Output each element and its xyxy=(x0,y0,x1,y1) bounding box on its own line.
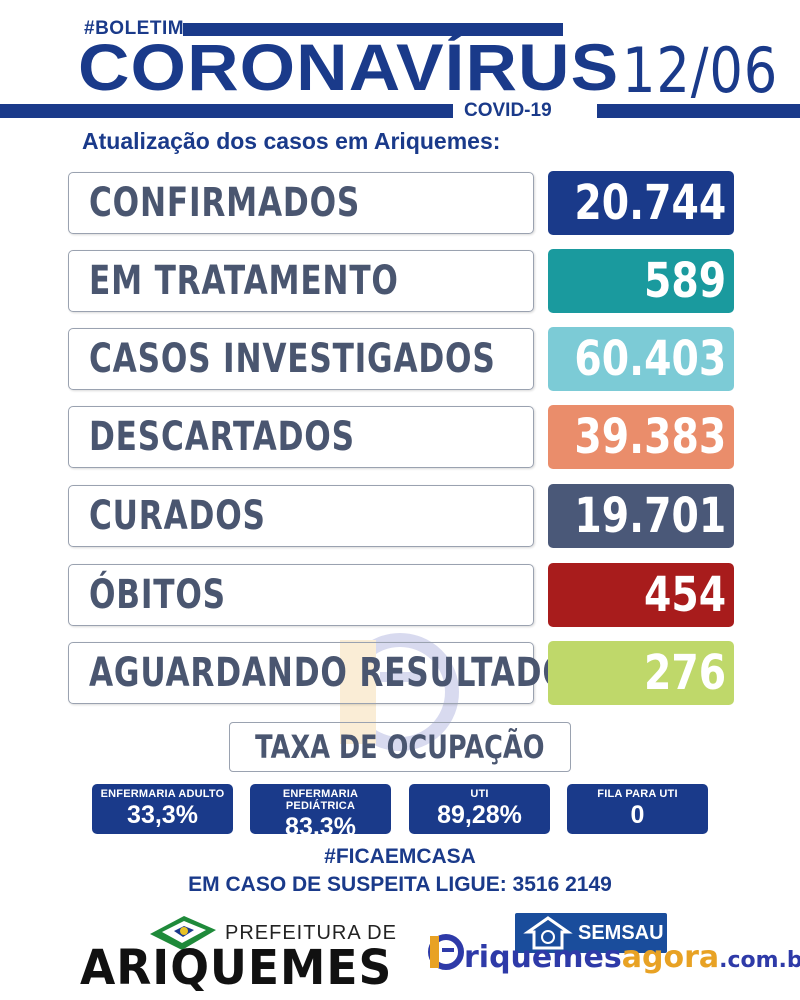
header-bar-top xyxy=(183,23,563,36)
stat-value-descartados: 39.383 xyxy=(548,405,734,469)
ariquemesagora-logo-icon xyxy=(428,934,464,970)
occupancy-card-enfermaria-pediatrica: ENFERMARIA PEDIÁTRICA 83,3% xyxy=(250,784,391,841)
occupancy-value: 89,28% xyxy=(437,801,522,829)
page-subtitle: Atualização dos casos em Ariquemes: xyxy=(82,128,501,154)
stat-value-aguardando-resultado: 276 xyxy=(548,641,734,705)
occupancy-label: FILA PARA UTI xyxy=(597,788,678,800)
occupancy-label: ENFERMARIA ADULTO xyxy=(100,788,225,800)
occupancy-value: 33,3% xyxy=(127,801,198,829)
occupancy-value: 0 xyxy=(630,801,645,829)
occupancy-label: ENFERMARIA PEDIÁTRICA xyxy=(282,788,359,812)
stat-label-em-tratamento: EM TRATAMENTO xyxy=(68,250,534,312)
page-title: CORONAVÍRUS xyxy=(78,30,620,104)
occupancy-value: 83,3% xyxy=(285,813,356,841)
occupancy-title: TAXA DE OCUPAÇÃO xyxy=(229,722,571,772)
site-logo-text: riquemesagora.com.br xyxy=(464,940,800,975)
stat-value-confirmados: 20.744 xyxy=(548,171,734,235)
stat-value-casos-investigados: 60.403 xyxy=(548,327,734,391)
stat-label-descartados: DESCARTADOS xyxy=(68,406,534,468)
bulletin-date: 12/06 xyxy=(622,34,779,107)
ariquemes-flag-icon xyxy=(150,916,216,950)
stat-label-curados: CURADOS xyxy=(68,485,534,547)
occupancy-card-uti: UTI 89,28% xyxy=(409,784,550,834)
stat-label-aguardando-resultado: AGUARDANDO RESULTADO xyxy=(68,642,569,704)
stat-value-obitos: 454 xyxy=(548,563,734,627)
watermark-logo-icon xyxy=(340,633,459,751)
occupancy-card-enfermaria-adulto: ENFERMARIA ADULTO 33,3% xyxy=(92,784,233,834)
stat-label-obitos: ÓBITOS xyxy=(68,564,534,626)
prefeitura-label: PREFEITURA DE xyxy=(225,922,397,944)
semsau-emblem-icon xyxy=(523,916,573,950)
occupancy-label: UTI xyxy=(470,788,489,800)
semsau-label: SEMSAU xyxy=(578,922,664,944)
header-bar-left xyxy=(0,104,453,118)
header-bar-right xyxy=(597,104,800,118)
stat-label-casos-investigados: CASOS INVESTIGADOS xyxy=(68,328,534,390)
boletim-hashtag: #BOLETIM xyxy=(84,18,185,39)
covid-label: COVID-19 xyxy=(464,100,552,121)
stat-label-confirmados: CONFIRMADOS xyxy=(68,172,534,234)
ficaemcasa-hashtag: #FICAEMCASA xyxy=(324,845,476,868)
phone-line: EM CASO DE SUSPEITA LIGUE: 3516 2149 xyxy=(188,873,612,896)
stat-value-curados: 19.701 xyxy=(548,484,734,548)
semsau-logo xyxy=(515,913,667,953)
city-logo-text: ARIQUEMES xyxy=(80,940,393,996)
stat-value-em-tratamento: 589 xyxy=(548,249,734,313)
occupancy-card-fila-uti: FILA PARA UTI 0 xyxy=(567,784,708,834)
